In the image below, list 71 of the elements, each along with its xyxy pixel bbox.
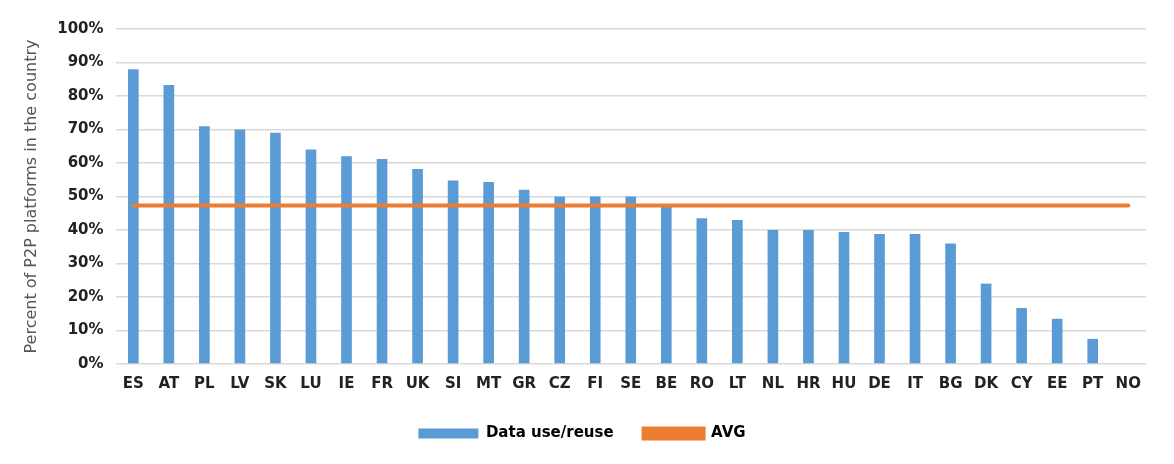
y-tick-label: 50%	[67, 186, 104, 205]
x-tick-label: DE	[868, 373, 891, 392]
x-tick-label: PT	[1082, 373, 1105, 392]
bar	[1016, 308, 1027, 364]
x-tick-label: ES	[122, 373, 144, 392]
bar	[732, 219, 743, 364]
bar	[412, 169, 423, 364]
x-tick-label: UK	[405, 373, 431, 392]
bar	[1087, 338, 1099, 364]
bar	[341, 156, 352, 364]
x-tick-label: HR	[796, 373, 821, 392]
x-tick-label: RO	[689, 373, 714, 392]
x-tick-label: GR	[512, 373, 537, 392]
x-tick-label: BG	[938, 373, 963, 392]
x-tick-label: BE	[655, 373, 678, 392]
x-tick-label: LT	[728, 373, 747, 392]
bar	[696, 218, 708, 364]
y-tick-label: 60%	[67, 152, 104, 171]
y-tick-label: 0%	[78, 353, 104, 372]
x-tick-label: IE	[338, 373, 355, 392]
bar	[625, 196, 637, 364]
x-tick-label: IT	[907, 373, 924, 392]
bar	[554, 196, 566, 364]
y-tick-label: 20%	[67, 286, 104, 305]
x-tick-label: SK	[264, 373, 289, 392]
legend-label: Data use/reuse	[485, 423, 614, 442]
bar	[199, 126, 210, 364]
y-tick-label: 40%	[67, 219, 104, 238]
x-tick-label: FI	[587, 373, 604, 392]
bar	[518, 189, 530, 364]
x-tick-label: EE	[1046, 373, 1068, 392]
x-tick-label: SI	[444, 373, 462, 392]
y-tick-label: 30%	[67, 253, 104, 272]
x-tick-label: SE	[620, 373, 642, 392]
x-tick-label: CZ	[548, 373, 571, 392]
bar	[945, 243, 956, 364]
bar	[838, 232, 850, 364]
y-tick-label: 10%	[67, 320, 104, 339]
bar	[483, 182, 494, 364]
y-axis-title: Percent of P2P platforms in the country	[20, 39, 40, 354]
x-tick-label: FR	[371, 373, 394, 392]
bar	[589, 196, 601, 364]
x-tick-label: HU	[831, 373, 857, 392]
y-tick-label: 80%	[67, 85, 104, 104]
bar	[980, 283, 992, 364]
bar	[447, 180, 459, 364]
x-tick-label: LV	[230, 373, 250, 392]
bar	[127, 69, 139, 364]
bar	[803, 230, 814, 364]
bar	[909, 234, 921, 364]
bar	[660, 206, 672, 364]
x-tick-label: NL	[761, 373, 785, 392]
x-tick-label: PL	[194, 373, 216, 392]
y-tick-label: 100%	[57, 18, 104, 37]
bar	[270, 132, 281, 364]
bar	[376, 158, 388, 364]
x-tick-label: AT	[158, 373, 180, 392]
bar	[767, 230, 779, 364]
x-tick-label: DK	[974, 373, 1000, 392]
x-tick-label: MT	[476, 373, 502, 392]
y-tick-label: 70%	[67, 119, 104, 138]
bar	[1051, 318, 1063, 364]
bar	[163, 84, 175, 364]
bar	[305, 149, 317, 364]
bar	[874, 234, 885, 364]
legend-label: AVG	[711, 423, 746, 442]
y-tick-label: 90%	[67, 52, 104, 71]
x-tick-label: CY	[1010, 373, 1034, 392]
x-tick-label: NO	[1115, 373, 1141, 392]
bar	[234, 129, 246, 364]
x-tick-label: LU	[300, 373, 322, 392]
